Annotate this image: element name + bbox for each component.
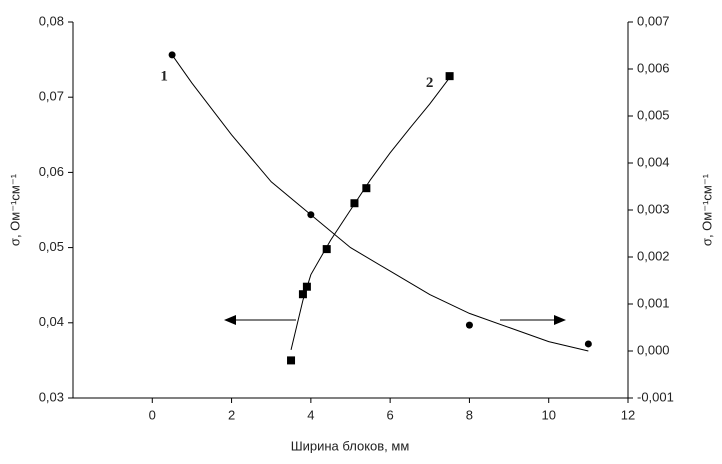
arrow-right [500,315,566,325]
arrow-left [224,315,296,325]
y2-axis-title: σ, Ом⁻¹см⁻¹ [699,173,714,246]
point [350,199,359,208]
y2-tick-label: 0,004 [637,154,670,169]
fit-curve [290,77,451,350]
x-tick-label: 12 [621,407,635,422]
y-tick-label: 0,05 [39,239,64,254]
point [168,51,176,59]
series-label: 1 [160,68,168,84]
y2-tick-label: 0,005 [637,107,670,122]
y2-tick-label: -0,001 [637,389,674,404]
point [584,340,592,348]
y2-tick-label: 0,000 [637,342,670,357]
y-axis-title: σ, Ом⁻¹см⁻¹ [7,173,22,246]
y-tick-label: 0,06 [39,164,64,179]
y-tick-label: 0,03 [39,389,64,404]
x-tick-label: 8 [466,407,473,422]
point [322,245,331,254]
point [307,211,315,219]
point [445,72,454,81]
y2-tick-label: 0,003 [637,201,670,216]
point [287,356,296,365]
x-tick-label: 6 [387,407,394,422]
y2-tick-label: 0,001 [637,295,670,310]
y2-tick-label: 0,007 [637,13,670,28]
x-tick-label: 10 [541,407,555,422]
y2-tick-label: 0,002 [637,248,670,263]
y-tick-label: 0,08 [39,13,64,28]
series-label: 2 [426,75,434,91]
point [362,184,371,193]
point [302,282,311,291]
y-tick-label: 0,04 [39,314,64,329]
point [298,290,307,299]
y-tick-label: 0,07 [39,89,64,104]
fit-curve [171,54,589,352]
x-tick-label: 4 [307,407,314,422]
y2-tick-label: 0,006 [637,60,670,75]
point [465,321,473,329]
x-tick-label: 0 [149,407,156,422]
x-tick-label: 2 [228,407,235,422]
x-axis-title: Ширина блоков, мм [291,438,410,453]
